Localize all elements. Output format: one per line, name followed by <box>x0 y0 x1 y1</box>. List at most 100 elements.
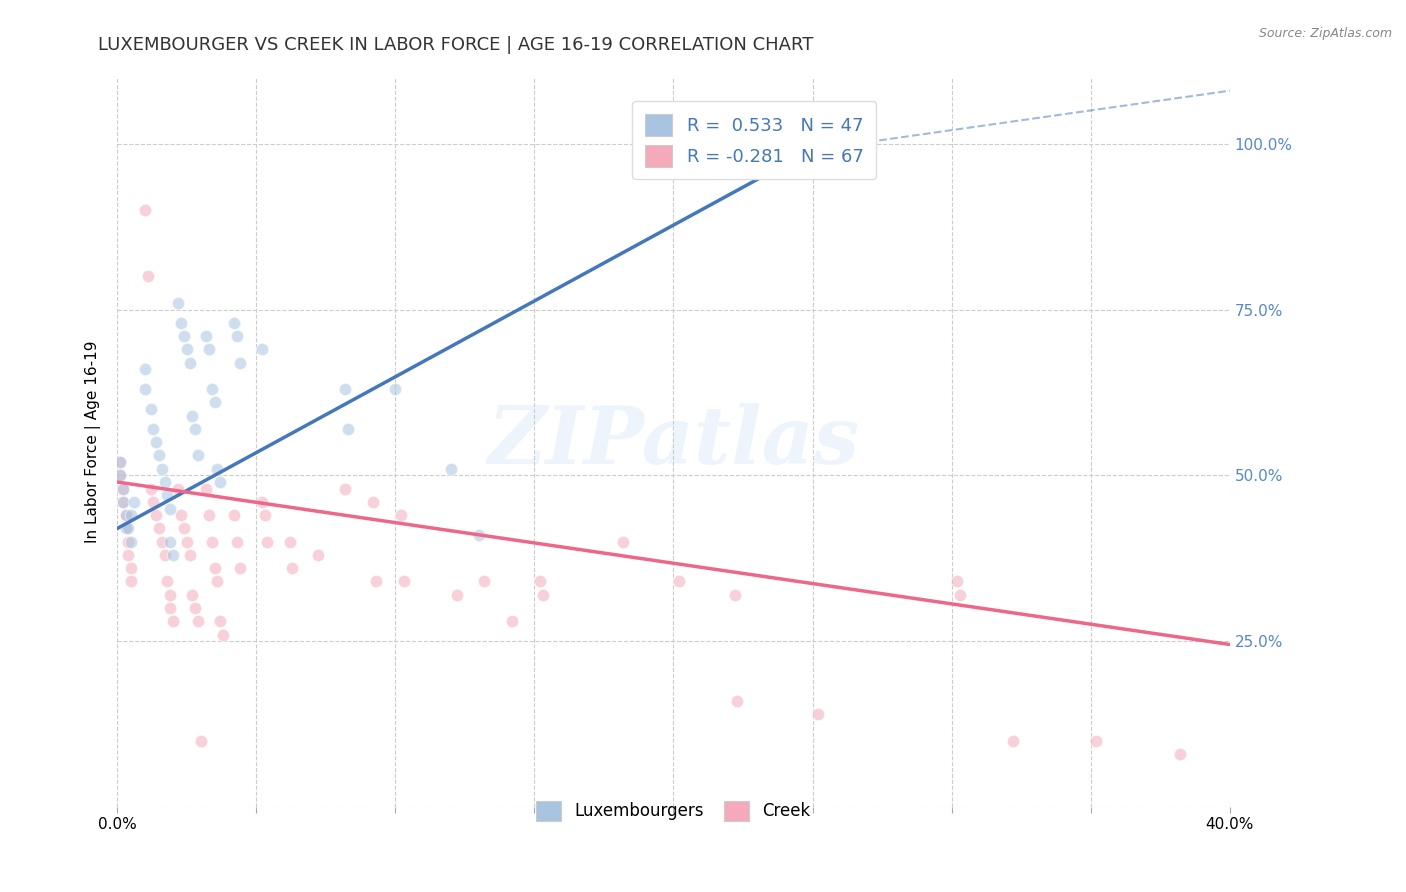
Point <box>136 269 159 284</box>
Point <box>195 329 218 343</box>
Point <box>162 615 184 629</box>
Point <box>173 329 195 343</box>
Point <box>201 534 224 549</box>
Point <box>787 130 810 145</box>
Point <box>718 130 741 145</box>
Point <box>156 574 179 589</box>
Point <box>384 382 406 396</box>
Point <box>120 574 142 589</box>
Point <box>335 482 357 496</box>
Point <box>181 588 204 602</box>
Point <box>204 395 226 409</box>
Point <box>225 534 247 549</box>
Point <box>531 588 554 602</box>
Point <box>145 435 167 450</box>
Point <box>170 316 193 330</box>
Point <box>111 482 134 496</box>
Point <box>156 488 179 502</box>
Point <box>668 574 690 589</box>
Point <box>167 296 190 310</box>
Point <box>209 615 232 629</box>
Point <box>727 694 749 708</box>
Point <box>207 574 229 589</box>
Point <box>153 475 176 489</box>
Point <box>120 534 142 549</box>
Point <box>1168 747 1191 761</box>
Point <box>120 508 142 523</box>
Point <box>120 561 142 575</box>
Point <box>501 615 523 629</box>
Point <box>307 548 329 562</box>
Point <box>139 402 162 417</box>
Point <box>114 521 136 535</box>
Point <box>222 508 245 523</box>
Point <box>184 422 207 436</box>
Point <box>122 495 145 509</box>
Point <box>159 601 181 615</box>
Point <box>179 356 201 370</box>
Point <box>176 343 198 357</box>
Point <box>108 455 131 469</box>
Point <box>228 561 250 575</box>
Point <box>440 461 463 475</box>
Point <box>361 495 384 509</box>
Point <box>117 548 139 562</box>
Point <box>253 508 276 523</box>
Point <box>198 508 221 523</box>
Text: LUXEMBOURGER VS CREEK IN LABOR FORCE | AGE 16-19 CORRELATION CHART: LUXEMBOURGER VS CREEK IN LABOR FORCE | A… <box>98 36 814 54</box>
Point <box>108 468 131 483</box>
Point <box>176 534 198 549</box>
Point <box>159 534 181 549</box>
Point <box>134 203 156 218</box>
Point <box>117 534 139 549</box>
Point <box>250 495 273 509</box>
Point <box>212 627 235 641</box>
Point <box>335 382 357 396</box>
Point <box>278 534 301 549</box>
Point <box>187 449 209 463</box>
Point <box>159 501 181 516</box>
Point <box>117 521 139 535</box>
Point <box>145 508 167 523</box>
Point <box>949 588 972 602</box>
Point <box>142 495 165 509</box>
Point <box>114 521 136 535</box>
Point <box>198 343 221 357</box>
Point <box>207 461 229 475</box>
Point <box>392 574 415 589</box>
Point <box>111 495 134 509</box>
Text: ZIPatlas: ZIPatlas <box>488 403 859 481</box>
Point <box>114 508 136 523</box>
Point <box>1085 733 1108 747</box>
Point <box>228 356 250 370</box>
Point <box>134 382 156 396</box>
Point <box>364 574 387 589</box>
Point <box>225 329 247 343</box>
Point <box>209 475 232 489</box>
Point <box>468 528 491 542</box>
Y-axis label: In Labor Force | Age 16-19: In Labor Force | Age 16-19 <box>86 341 101 543</box>
Point <box>612 534 634 549</box>
Point <box>389 508 412 523</box>
Point <box>139 482 162 496</box>
Point <box>250 343 273 357</box>
Point <box>181 409 204 423</box>
Point <box>170 508 193 523</box>
Point <box>724 588 747 602</box>
Point <box>173 521 195 535</box>
Point <box>179 548 201 562</box>
Point <box>167 482 190 496</box>
Text: Source: ZipAtlas.com: Source: ZipAtlas.com <box>1258 27 1392 40</box>
Point <box>281 561 304 575</box>
Point <box>195 482 218 496</box>
Point <box>162 548 184 562</box>
Point <box>142 422 165 436</box>
Point <box>204 561 226 575</box>
Point <box>190 733 212 747</box>
Point <box>108 455 131 469</box>
Legend: Luxembourgers, Creek: Luxembourgers, Creek <box>530 794 817 828</box>
Point <box>337 422 360 436</box>
Point <box>153 548 176 562</box>
Point <box>148 521 170 535</box>
Point <box>201 382 224 396</box>
